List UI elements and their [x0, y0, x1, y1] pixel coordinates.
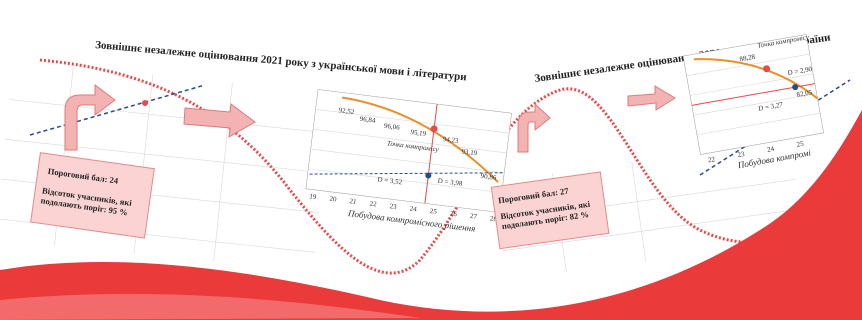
dashed-line [699, 79, 851, 176]
grid-line [696, 112, 821, 136]
arrow [627, 85, 676, 111]
grid-line [502, 208, 800, 252]
x-label: 22 [707, 155, 716, 164]
box [490, 171, 610, 250]
value-label: 92,52 [338, 106, 355, 116]
value-label: 94,23 [442, 135, 459, 145]
grid-line [308, 168, 502, 193]
x-label: 22 [369, 200, 377, 209]
x-label: 24 [766, 145, 775, 154]
swoosh-light [0, 293, 420, 320]
x-labels: 19 20 21 22 23 24 25 26 27 28 [309, 192, 498, 223]
grid-line [693, 93, 817, 116]
x-label: 25 [429, 207, 437, 216]
arrow [517, 102, 551, 153]
value-label: 82,05 [796, 88, 813, 99]
value-label: 90,86 [480, 172, 497, 182]
value-label: 93,19 [461, 147, 478, 157]
arrow [64, 84, 116, 151]
x-label: 25 [796, 139, 805, 148]
grid-line [9, 99, 328, 134]
grid-line [313, 128, 507, 154]
value-label: 96,84 [359, 115, 376, 125]
x-label: 27 [469, 212, 477, 221]
box [30, 152, 155, 239]
x-label: 26 [449, 210, 457, 219]
x-label: 20 [329, 195, 337, 204]
grid-line [689, 73, 814, 96]
plot [305, 89, 512, 213]
grid-line [631, 161, 646, 262]
x-label: 19 [309, 192, 317, 201]
grid-line [315, 109, 510, 134]
value-label: D = 3,98 [437, 177, 463, 188]
dot [425, 172, 432, 179]
x-label: 24 [409, 205, 417, 214]
info-box: Пороговий бал: 24 Відсоток учасників, як… [30, 152, 155, 239]
grid [686, 53, 821, 136]
dot [792, 84, 799, 91]
x-label: 21 [349, 197, 357, 206]
grid [308, 109, 510, 193]
dot [142, 100, 148, 106]
dashed-line [309, 172, 505, 175]
x-labels: 22 23 24 25 [707, 139, 804, 164]
dashed-line [29, 84, 206, 136]
x-label: 23 [389, 202, 397, 211]
curve [342, 96, 499, 183]
chart: 92,52 96,84 96,06 95,19 94,23 93,19 90,8… [305, 89, 512, 234]
curve [693, 58, 819, 100]
dot [763, 65, 771, 73]
x-label: 28 [490, 214, 498, 223]
dotted-curve [39, 58, 862, 275]
value-label: 88,28 [739, 53, 756, 64]
grid-line [310, 148, 505, 174]
arrow [183, 103, 256, 138]
value-label: D = 3,52 [377, 175, 403, 186]
value-label: 96,06 [384, 122, 401, 132]
info-box: Пороговий бал: 27 Відсоток учасників, як… [490, 171, 610, 250]
vline [424, 104, 438, 204]
value-label: 95,19 [410, 128, 427, 138]
x-label: 23 [737, 150, 746, 159]
dot [430, 125, 438, 133]
